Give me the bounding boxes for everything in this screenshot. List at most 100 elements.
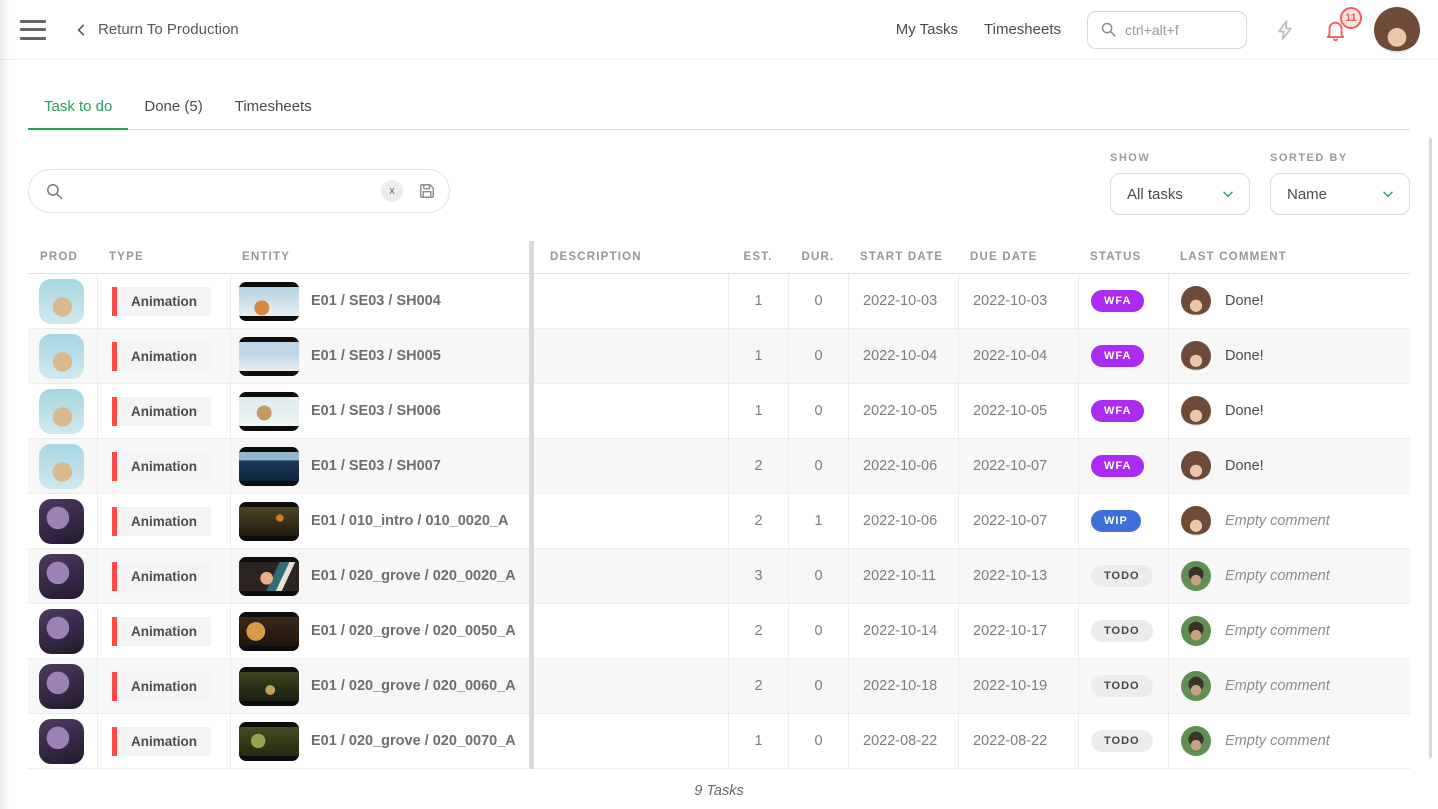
task-type-label: Animation [117,397,211,426]
global-search-input[interactable] [1125,22,1234,38]
show-filter-select[interactable]: All tasks [1110,173,1250,215]
table-row[interactable]: Animation E01 / 010_intro / 010_0020_A 2… [28,494,1410,549]
show-filter-label: SHOW [1110,152,1250,164]
save-filter-button[interactable] [417,181,437,201]
task-type-label: Animation [117,342,211,371]
tab-task-to-do[interactable]: Task to do [28,90,128,130]
table-row[interactable]: Animation E01 / 020_grove / 020_0070_A 1… [28,714,1410,769]
last-comment-text: Empty comment [1225,733,1330,749]
status-badge[interactable]: WFA [1091,400,1144,422]
col-status: STATUS [1078,241,1168,273]
table-row[interactable]: Animation E01 / SE03 / SH004 1 0 2022-10… [28,274,1410,329]
col-due-date: DUE DATE [958,241,1078,273]
table-row[interactable]: Animation E01 / 020_grove / 020_0060_A 2… [28,659,1410,714]
last-comment-text: Empty comment [1225,568,1330,584]
entity-name-link[interactable]: E01 / 020_grove / 020_0020_A [311,568,516,584]
col-entity: ENTITY [230,241,529,273]
status-badge[interactable]: WFA [1091,455,1144,477]
nav-timesheets[interactable]: Timesheets [984,21,1061,38]
entity-thumbnail [239,557,299,596]
task-type-label: Animation [117,672,211,701]
task-filter-search[interactable]: x [28,169,450,213]
duration-value: 0 [788,274,848,328]
status-badge[interactable]: TODO [1091,565,1153,587]
due-date-value: 2022-10-07 [958,494,1078,548]
task-table-body: Animation E01 / SE03 / SH004 1 0 2022-10… [28,274,1410,769]
notifications-button[interactable]: 11 [1323,17,1348,42]
description-cell [529,494,728,548]
table-row[interactable]: Animation E01 / 020_grove / 020_0050_A 2… [28,604,1410,659]
table-row[interactable]: Animation E01 / SE03 / SH005 1 0 2022-10… [28,329,1410,384]
description-cell [529,439,728,493]
estimation-value: 3 [728,549,788,603]
col-type: TYPE [97,241,230,273]
due-date-value: 2022-10-13 [958,549,1078,603]
description-cell [529,384,728,438]
global-search-box[interactable] [1087,11,1247,49]
duration-value: 0 [788,439,848,493]
entity-name-link[interactable]: E01 / 010_intro / 010_0020_A [311,513,509,529]
duration-value: 1 [788,494,848,548]
estimation-value: 2 [728,604,788,658]
start-date-value: 2022-10-04 [848,329,958,383]
search-icon [1100,21,1117,38]
commenter-avatar [1181,506,1211,536]
entity-name-link[interactable]: E01 / SE03 / SH005 [311,348,441,364]
entity-name-link[interactable]: E01 / 020_grove / 020_0060_A [311,678,516,694]
commenter-avatar [1181,341,1211,371]
status-badge[interactable]: WFA [1091,345,1144,367]
menu-icon[interactable] [20,20,46,40]
start-date-value: 2022-10-06 [848,494,958,548]
due-date-value: 2022-08-22 [958,714,1078,768]
commenter-avatar [1181,561,1211,591]
page-tabs: Task to do Done (5) Timesheets [28,90,1410,130]
entity-name-link[interactable]: E01 / 020_grove / 020_0070_A [311,733,516,749]
status-badge[interactable]: TODO [1091,730,1153,752]
back-to-production-link[interactable]: Return To Production [74,21,239,38]
status-badge[interactable]: TODO [1091,675,1153,697]
commenter-avatar [1181,396,1211,426]
status-badge[interactable]: WFA [1091,290,1144,312]
quick-actions-button[interactable] [1273,18,1297,42]
lightning-bolt-icon [1273,18,1297,42]
entity-name-link[interactable]: E01 / SE03 / SH004 [311,293,441,309]
task-type-label: Animation [117,287,211,316]
entity-name-link[interactable]: E01 / SE03 / SH006 [311,403,441,419]
table-row[interactable]: Animation E01 / 020_grove / 020_0020_A 3… [28,549,1410,604]
last-comment-text: Done! [1225,403,1264,419]
due-date-value: 2022-10-19 [958,659,1078,713]
nav-my-tasks[interactable]: My Tasks [896,21,958,38]
start-date-value: 2022-10-05 [848,384,958,438]
commenter-avatar [1181,616,1211,646]
start-date-value: 2022-10-14 [848,604,958,658]
scrollbar[interactable] [1429,138,1432,758]
estimation-value: 1 [728,329,788,383]
sorted-by-label: SORTED BY [1270,152,1410,164]
entity-thumbnail [239,337,299,376]
entity-thumbnail [239,392,299,431]
col-prod: PROD [28,241,97,273]
tab-timesheets[interactable]: Timesheets [219,90,328,130]
entity-name-link[interactable]: E01 / 020_grove / 020_0050_A [311,623,516,639]
filter-row: x SHOW All tasks SORTED BY Name [28,152,1410,215]
user-avatar[interactable] [1374,7,1420,53]
commenter-avatar [1181,726,1211,756]
production-thumbnail [39,444,84,489]
clear-filter-button[interactable]: x [381,180,403,202]
entity-name-link[interactable]: E01 / SE03 / SH007 [311,458,441,474]
sorted-by-select[interactable]: Name [1270,173,1410,215]
status-badge[interactable]: TODO [1091,620,1153,642]
sorted-by-value: Name [1287,186,1327,203]
table-row[interactable]: Animation E01 / SE03 / SH006 1 0 2022-10… [28,384,1410,439]
table-row[interactable]: Animation E01 / SE03 / SH007 2 0 2022-10… [28,439,1410,494]
task-filter-input[interactable] [74,183,381,199]
last-comment-text: Empty comment [1225,513,1330,529]
status-badge[interactable]: WIP [1091,510,1141,532]
last-comment-text: Done! [1225,293,1264,309]
column-resize-divider[interactable] [529,241,534,769]
due-date-value: 2022-10-07 [958,439,1078,493]
last-comment-text: Done! [1225,348,1264,364]
tab-done[interactable]: Done (5) [128,90,218,130]
duration-value: 0 [788,604,848,658]
entity-thumbnail [239,447,299,486]
